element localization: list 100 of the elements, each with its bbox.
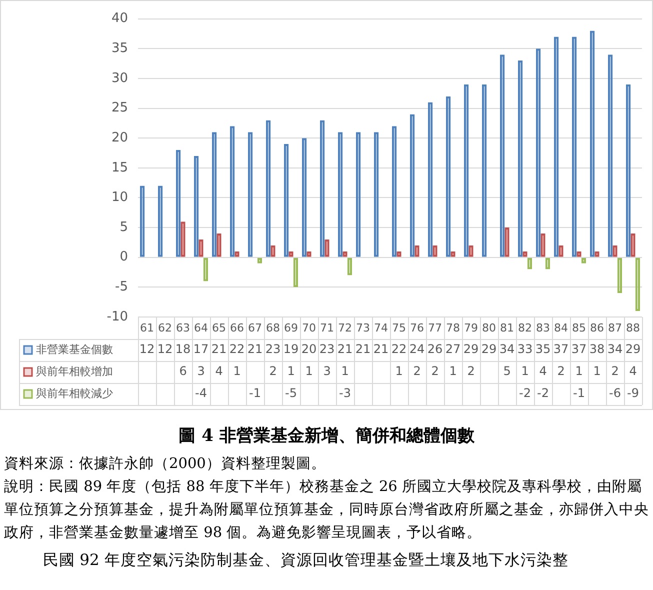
x-tick-label: 80 [482, 321, 496, 334]
data-label: 20 [301, 342, 317, 356]
data-label: -1 [249, 386, 261, 400]
data-label: 21 [211, 342, 227, 356]
data-label: 1 [305, 364, 313, 378]
y-tick-label: 5 [120, 220, 128, 235]
x-tick-label: 68 [266, 321, 280, 334]
data-label: 1 [395, 364, 403, 378]
x-tick-label: 62 [158, 321, 172, 334]
x-tick-label: 66 [230, 321, 244, 334]
data-label: -9 [627, 386, 639, 400]
data-label: -6 [609, 386, 621, 400]
data-label: -2 [537, 386, 549, 400]
x-tick-label: 87 [608, 321, 622, 334]
x-tick-label: 72 [338, 321, 352, 334]
data-label: 29 [463, 342, 479, 356]
data-label: -2 [519, 386, 531, 400]
y-tick-label: 20 [111, 130, 128, 146]
data-label: 22 [229, 342, 245, 356]
x-tick-label: 84 [554, 321, 568, 334]
data-label: 29 [625, 342, 641, 356]
x-tick-label: 65 [212, 321, 226, 334]
data-label: 37 [553, 342, 569, 356]
data-label: 34 [607, 342, 623, 356]
data-label: 21 [355, 342, 371, 356]
y-tick-label: -5 [115, 280, 128, 295]
data-label: 5 [503, 364, 511, 378]
data-label: 38 [589, 342, 605, 356]
x-tick-label: 63 [176, 321, 190, 334]
data-label: 2 [431, 364, 439, 378]
text: 說明：民國 89 年度（包括 88 年度下半年）校務基金之 26 所國立大學校院及專科學校，由附屬單位預算之分預算基金，提升為附屬單位預算基金，同時原台灣省政府所屬之基金，亦歸併入中央政府，非營業基金數量遽增至 98 個。為避免影響呈現圖表，予以省略。 [3, 478, 650, 543]
data-label: 35 [535, 342, 551, 356]
y-tick-label: 40 [111, 11, 128, 26]
y-tick-label: 15 [111, 160, 128, 176]
data-label: 26 [427, 342, 443, 356]
data-label: 2 [467, 364, 475, 378]
x-tick-label: 86 [590, 321, 604, 334]
x-tick-label: 79 [464, 321, 478, 334]
legend-label: 與前年相較減少 [36, 386, 113, 400]
x-tick-label: 78 [446, 321, 460, 334]
y-tick-label: 25 [111, 100, 128, 116]
data-label: 19 [283, 342, 299, 356]
source-note: 資料來源：依據許永帥（2000）資料整理製圖。 [3, 454, 327, 474]
x-tick-label: 85 [572, 321, 586, 334]
y-tick-label: 30 [111, 70, 128, 86]
x-tick-label: 76 [410, 321, 424, 334]
data-label: 4 [539, 364, 547, 378]
data-label: 34 [499, 342, 515, 356]
data-label: -4 [195, 386, 207, 400]
x-tick-label: 82 [518, 321, 532, 334]
data-label: 3 [197, 364, 205, 378]
data-label: 23 [319, 342, 335, 356]
x-tick-label: 69 [284, 321, 298, 334]
data-label: 23 [265, 342, 281, 356]
y-tick-label: 0 [120, 250, 128, 265]
legend-label: 與前年相較增加 [36, 364, 113, 378]
data-label: 17 [193, 342, 209, 356]
data-label: 21 [247, 342, 263, 356]
data-label: 1 [233, 364, 241, 378]
data-label: 6 [179, 364, 187, 378]
data-label: 1 [287, 364, 295, 378]
data-label: -3 [339, 386, 351, 400]
data-label: 24 [409, 342, 425, 356]
x-tick-label: 70 [302, 321, 316, 334]
data-label: 21 [337, 342, 353, 356]
data-label: 12 [157, 342, 173, 356]
data-label: 37 [571, 342, 587, 356]
y-tick-label: 10 [111, 190, 128, 206]
x-tick-label: 75 [392, 321, 406, 334]
x-tick-label: 81 [500, 321, 514, 334]
data-label: 2 [557, 364, 565, 378]
x-tick-label: 67 [248, 321, 262, 334]
data-label: 29 [481, 342, 497, 356]
data-label: 12 [139, 342, 155, 356]
data-label: 33 [517, 342, 533, 356]
x-tick-label: 74 [374, 321, 388, 334]
text: 圖 4 非營業基金新增、簡併和總體個數 [178, 425, 476, 447]
data-label: 1 [449, 364, 457, 378]
x-tick-label: 71 [320, 321, 334, 334]
data-label: 2 [611, 364, 619, 378]
x-tick-label: 73 [356, 321, 370, 334]
x-tick-label: 88 [626, 321, 640, 334]
data-label: 4 [215, 364, 223, 378]
data-label: 4 [629, 364, 637, 378]
data-label: 27 [445, 342, 461, 356]
data-label: -1 [573, 386, 585, 400]
data-label: 1 [521, 364, 529, 378]
y-tick-label: -10 [106, 309, 128, 324]
x-tick-label: 61 [140, 321, 154, 334]
data-label: 21 [373, 342, 389, 356]
data-label: 3 [323, 364, 331, 378]
data-label: 1 [593, 364, 601, 378]
x-tick-label: 64 [194, 321, 208, 334]
x-tick-label: 77 [428, 321, 442, 334]
data-label: 1 [341, 364, 349, 378]
legend-label: 非營業基金個數 [36, 342, 113, 356]
data-label: -5 [285, 386, 297, 400]
text: 民國 92 年度空氣污染防制基金、資源回收管理基金暨土壤及地下水污染整 [42, 550, 570, 571]
data-label: 22 [391, 342, 407, 356]
data-label: 18 [175, 342, 191, 356]
